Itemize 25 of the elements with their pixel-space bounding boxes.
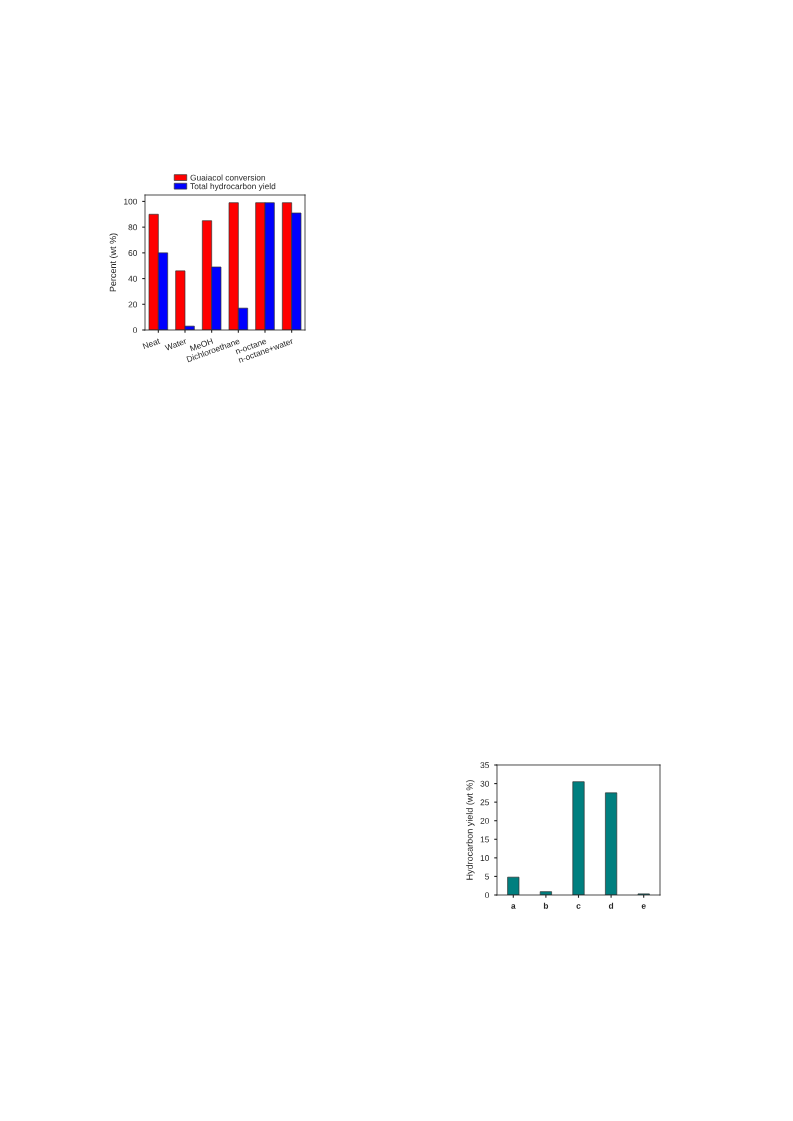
y-axis-title: Hydrocarbon yield (wt %) [466,780,475,880]
y-tick-label: 100 [124,198,138,205]
y-tick-label: 60 [128,250,138,256]
y-tick-label: 0 [485,892,490,899]
y-tick-label: 80 [128,224,138,231]
x-tick-label: Water [164,337,187,351]
x-tick-label: d [608,902,614,909]
y-tick-label: 15 [480,836,490,843]
x-tick-label: a [511,904,516,909]
legend-label: Guaiacol conversion [190,174,266,181]
x-tick-label: Neat [142,337,161,350]
y-tick-label: 20 [128,301,138,308]
x-tick-label: e [641,904,646,909]
y-tick-label: 5 [485,873,490,880]
y-tick-label: 25 [480,799,490,806]
x-tick-label: b [543,902,549,909]
y-tick-label: 35 [480,762,490,769]
y-tick-label: 40 [128,275,138,282]
legend-label: Total hydrocarbon yield [190,183,276,191]
y-tick-label: 10 [480,855,490,861]
x-tick-label: c [576,904,581,909]
y-axis-title: Percent (wt %) [109,233,118,292]
y-tick-label: 20 [480,817,490,824]
y-tick-label: 0 [133,327,138,334]
y-tick-label: 30 [480,780,490,787]
